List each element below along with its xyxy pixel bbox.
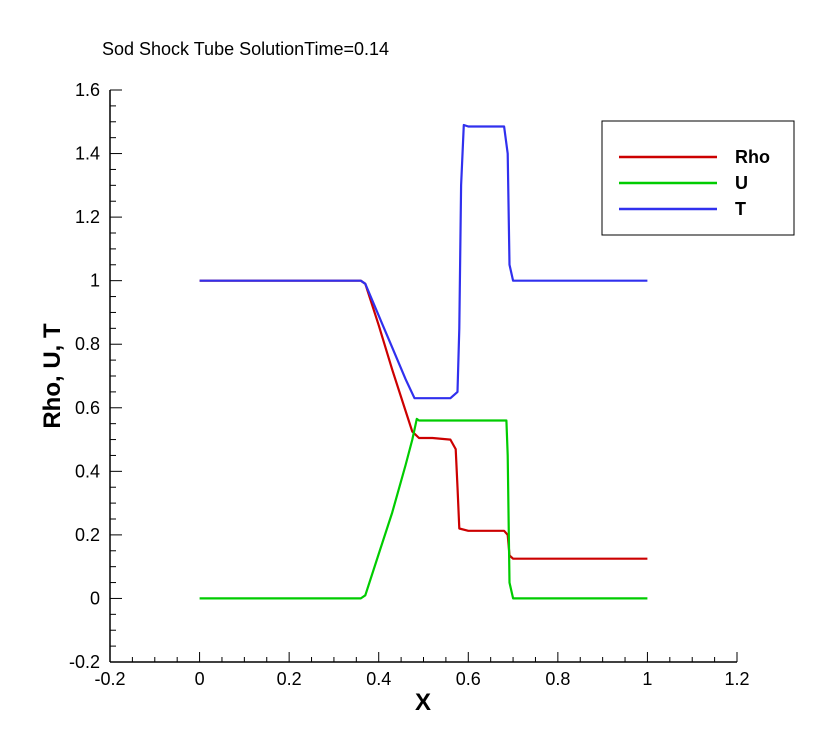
x-tick-label: 1	[642, 669, 652, 689]
x-tick-label: 0.8	[545, 669, 570, 689]
y-tick-label: -0.2	[69, 652, 100, 672]
x-axis-label: X	[415, 689, 431, 716]
chart-title: Sod Shock Tube SolutionTime=0.14	[102, 39, 389, 59]
legend-box	[601, 120, 795, 236]
series-line-t	[199, 123, 648, 400]
y-tick-label: 0.6	[75, 398, 100, 418]
y-tick-label: 1.2	[75, 207, 100, 227]
y-tick-label: 1.4	[75, 144, 100, 164]
series-lines	[199, 123, 648, 600]
legend-label-rho: Rho	[735, 147, 770, 167]
y-tick-label: 1	[90, 271, 100, 291]
x-tick-label: 0.2	[277, 669, 302, 689]
y-tick-label: 0.8	[75, 334, 100, 354]
x-tick-label: 0	[195, 669, 205, 689]
legend-label-t: T	[735, 199, 746, 219]
legend-label-u: U	[735, 173, 748, 193]
series-line-u	[199, 417, 648, 600]
y-tick-label: 0.2	[75, 525, 100, 545]
legend: Rho UT	[601, 120, 795, 236]
y-tick-label: 0.4	[75, 461, 100, 481]
x-tick-label: 1.2	[724, 669, 749, 689]
x-tick-label: -0.2	[94, 669, 125, 689]
tick-labels: -0.2 0 0.2 0.4 0.6 0.8 1 1.2 -0.2 0 0.2 0.4 0.6 0.8 1 1…	[69, 80, 750, 689]
y-tick-label: 0	[90, 588, 100, 608]
x-tick-label: 0.4	[366, 669, 391, 689]
y-axis-label: Rho, U, T	[39, 323, 66, 429]
y-tick-label: 1.6	[75, 80, 100, 100]
axis-ticks	[109, 89, 738, 663]
x-tick-label: 0.6	[456, 669, 481, 689]
